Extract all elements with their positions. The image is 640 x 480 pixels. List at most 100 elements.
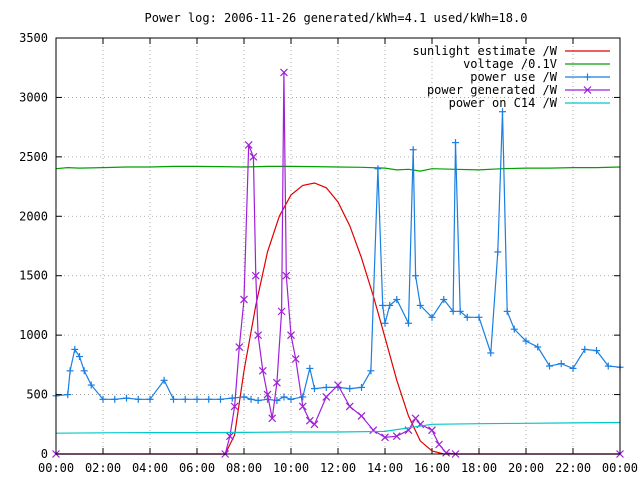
data-point	[546, 362, 553, 370]
x-tick-label: 20:00	[508, 461, 544, 475]
data-point	[240, 393, 248, 401]
data-point	[146, 395, 154, 403]
series-line	[56, 182, 620, 455]
data-point	[416, 301, 424, 309]
data-point	[66, 367, 74, 375]
legend-marker	[583, 86, 592, 94]
data-point	[534, 343, 542, 351]
data-point	[254, 331, 263, 340]
data-point	[71, 345, 79, 353]
y-tick-label: 1500	[19, 269, 48, 283]
data-point	[499, 108, 506, 116]
data-point	[249, 152, 258, 161]
x-tick-label: 22:00	[555, 461, 591, 475]
x-tick-label: 12:00	[320, 461, 356, 475]
data-point	[87, 381, 95, 389]
data-point	[392, 432, 401, 441]
data-point	[357, 412, 366, 420]
data-point	[494, 248, 502, 256]
plot-frame	[55, 37, 621, 455]
data-point	[487, 349, 495, 357]
x-tick-label: 16:00	[414, 461, 450, 475]
grid-lines	[56, 38, 620, 454]
data-point	[405, 319, 412, 327]
data-point	[409, 146, 417, 154]
data-point	[310, 420, 319, 429]
data-point	[604, 362, 612, 370]
data-point	[111, 395, 119, 403]
data-point	[522, 337, 530, 345]
data-point	[277, 307, 286, 316]
y-tick-label: 2500	[19, 150, 48, 164]
data-point	[247, 395, 255, 403]
data-point	[205, 395, 213, 403]
data-point	[258, 366, 267, 375]
data-point	[449, 307, 457, 315]
data-point	[217, 395, 224, 403]
data-point	[367, 367, 375, 375]
data-point	[428, 313, 436, 321]
x-tick-label: 08:00	[226, 461, 262, 475]
data-point	[440, 295, 448, 303]
y-tick-label: 0	[41, 447, 48, 461]
legend-label: power use /W	[470, 70, 557, 84]
x-tick-label: 18:00	[461, 461, 497, 475]
legend-label: sunlight estimate /W	[413, 44, 558, 58]
data-point	[428, 426, 436, 435]
data-point	[181, 395, 189, 403]
data-point	[442, 448, 451, 457]
series-2	[52, 108, 624, 405]
series-line	[55, 165, 621, 172]
series-group	[52, 68, 624, 458]
data-point	[435, 440, 443, 449]
series-line	[56, 72, 620, 455]
data-point	[291, 354, 300, 363]
data-point	[306, 364, 314, 372]
data-point	[311, 385, 318, 393]
data-point	[381, 433, 389, 442]
series-line	[55, 421, 621, 434]
data-point	[228, 394, 236, 402]
legend-label: power generated /W	[427, 83, 558, 97]
data-point	[235, 343, 244, 351]
data-point	[282, 271, 291, 280]
data-point	[358, 383, 365, 391]
data-point	[280, 68, 288, 77]
data-point	[381, 319, 389, 327]
data-point	[369, 426, 378, 435]
data-point	[76, 353, 83, 361]
y-tick-label: 3500	[19, 31, 48, 45]
series-4	[55, 421, 621, 434]
data-point	[299, 393, 307, 401]
data-point	[346, 385, 354, 393]
data-point	[569, 364, 577, 372]
data-point	[225, 432, 234, 441]
data-point	[393, 295, 401, 303]
x-tick-label: 00:00	[38, 461, 74, 475]
data-point	[581, 345, 589, 353]
data-point	[379, 301, 387, 309]
x-tick-label: 14:00	[367, 461, 403, 475]
data-point	[99, 395, 107, 403]
data-point	[452, 139, 459, 147]
data-point	[411, 414, 420, 423]
data-point	[193, 395, 201, 403]
data-point	[593, 347, 600, 355]
data-point	[503, 307, 511, 315]
data-point	[263, 390, 272, 399]
y-tick-label: 2000	[19, 209, 48, 223]
data-point	[240, 295, 248, 304]
data-point	[287, 331, 295, 340]
data-point	[322, 393, 331, 401]
y-axis: 0 500 1000 1500 2000 2500 3000 3500	[19, 31, 620, 461]
data-point	[475, 313, 483, 321]
data-point	[298, 402, 307, 411]
series-0	[56, 182, 620, 455]
data-point	[280, 393, 288, 401]
x-tick-label: 02:00	[85, 461, 121, 475]
data-point	[456, 307, 464, 315]
data-point	[251, 271, 260, 280]
legend-marker	[584, 73, 591, 81]
